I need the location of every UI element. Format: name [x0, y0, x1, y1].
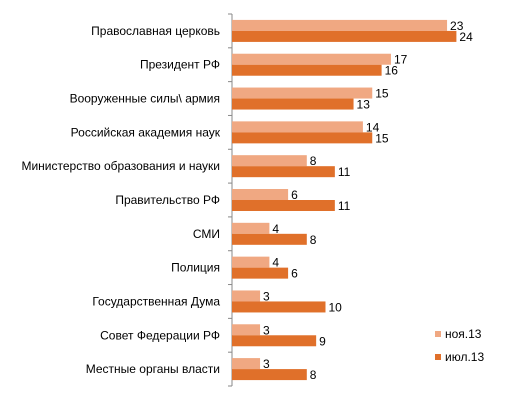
legend-label: ноя.13 [445, 327, 482, 341]
category-label: Президент РФ [140, 58, 220, 72]
category-label: Православная церковь [91, 24, 220, 38]
bar-jul13 [232, 369, 307, 381]
bar-jul13 [232, 166, 335, 178]
bar-nov13 [232, 222, 270, 234]
bar-nov13 [232, 189, 289, 200]
category-label: Государственная Дума [92, 294, 220, 308]
category-label: Вооруженные силы\ армия [70, 92, 220, 106]
bar-nov13 [232, 87, 373, 99]
data-label: 16 [385, 64, 399, 78]
bar-jul13 [232, 30, 457, 42]
legend-label: июл.13 [445, 350, 484, 364]
category-label: Совет Федерации РФ [100, 328, 220, 342]
category-label: Полиция [171, 261, 220, 275]
bar-jul13 [232, 132, 373, 144]
bar-jul13 [232, 233, 307, 245]
category-label: Местные органы власти [86, 362, 220, 376]
legend-swatch-jul13 [435, 354, 441, 360]
data-label: 13 [357, 98, 371, 112]
data-label: 8 [310, 233, 317, 247]
data-label: 24 [459, 30, 473, 44]
category-label: Российская академия наук [71, 125, 221, 139]
data-label: 17 [394, 53, 408, 67]
data-label: 15 [375, 87, 389, 101]
bar-jul13 [232, 267, 289, 279]
bar-nov13 [232, 155, 307, 167]
bar-jul13 [232, 200, 335, 211]
bar-nov13 [232, 358, 261, 370]
bar-jul13 [232, 335, 317, 347]
data-label: 8 [310, 154, 317, 168]
data-label: 11 [338, 165, 351, 179]
bar-jul13 [232, 301, 326, 313]
data-label: 9 [319, 334, 326, 348]
bar-jul13 [232, 98, 354, 110]
data-label: 23 [450, 19, 464, 33]
category-label: Правительство РФ [115, 193, 220, 207]
bar-nov13 [232, 121, 363, 133]
bar-nov13 [232, 324, 261, 336]
bar-nov13 [232, 256, 270, 268]
data-label: 14 [366, 120, 380, 134]
data-label: 10 [329, 300, 343, 314]
data-label: 3 [263, 289, 270, 303]
data-label: 11 [338, 199, 351, 213]
data-label: 3 [263, 357, 270, 371]
data-label: 6 [291, 267, 298, 281]
category-label: Министерство образования и науки [21, 159, 220, 173]
category-label: СМИ [193, 227, 220, 241]
data-label: 6 [291, 188, 298, 202]
bar-jul13 [232, 64, 382, 76]
bar-nov13 [232, 19, 448, 31]
bar-nov13 [232, 290, 261, 302]
bar-nov13 [232, 53, 391, 65]
data-label: 15 [375, 131, 389, 145]
data-label: 8 [310, 368, 317, 382]
data-label: 3 [263, 323, 270, 337]
data-label: 4 [272, 256, 279, 270]
data-label: 4 [272, 222, 279, 236]
legend-swatch-nov13 [435, 331, 441, 337]
